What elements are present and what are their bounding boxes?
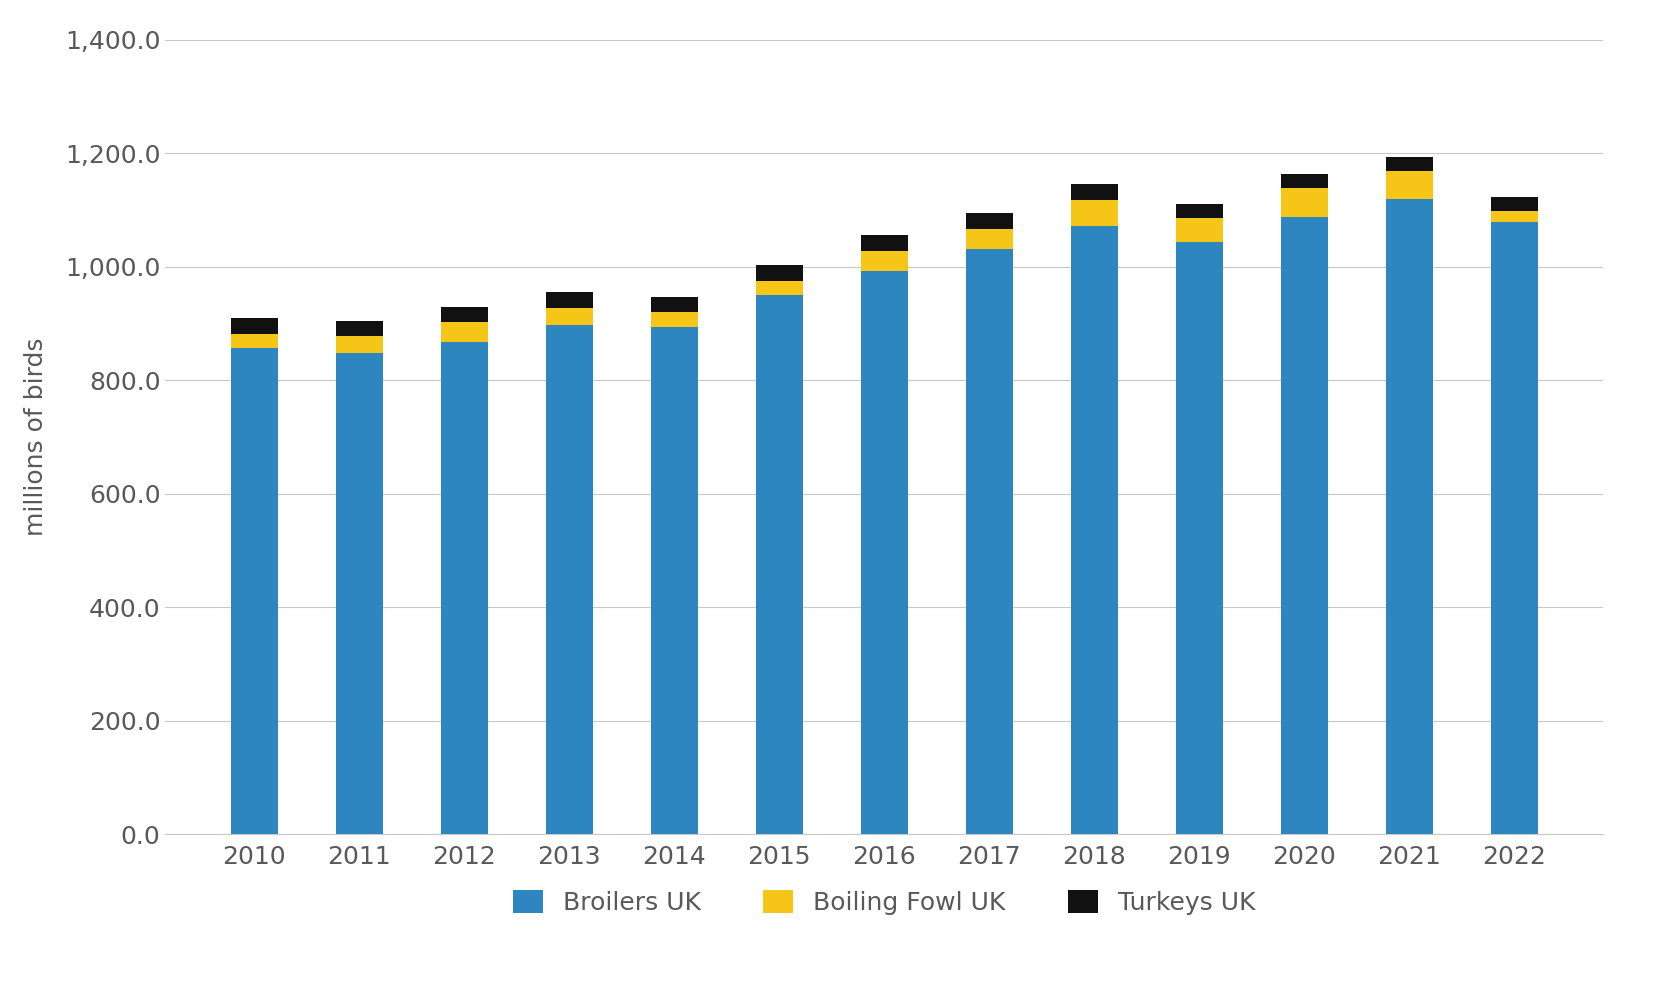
Bar: [231, 318, 278, 334]
Bar: [651, 312, 698, 328]
Bar: [1175, 204, 1223, 218]
Bar: [231, 348, 278, 834]
Bar: [965, 248, 1013, 834]
Bar: [1491, 212, 1537, 222]
Bar: [1491, 222, 1537, 834]
Bar: [336, 336, 383, 353]
Bar: [441, 322, 488, 342]
Legend: Broilers UK, Boiling Fowl UK, Turkeys UK: Broilers UK, Boiling Fowl UK, Turkeys UK: [503, 880, 1266, 924]
Bar: [1071, 201, 1117, 225]
Bar: [1385, 199, 1433, 834]
Bar: [861, 235, 907, 251]
Bar: [1281, 216, 1327, 834]
Bar: [861, 271, 907, 834]
Bar: [1491, 198, 1537, 212]
Bar: [1175, 218, 1223, 242]
Bar: [1281, 189, 1327, 216]
Bar: [545, 325, 593, 834]
Bar: [755, 295, 803, 834]
Bar: [441, 342, 488, 834]
Bar: [1385, 172, 1433, 199]
Bar: [965, 228, 1013, 248]
Bar: [965, 213, 1013, 228]
Bar: [651, 328, 698, 834]
Bar: [545, 308, 593, 325]
Bar: [336, 353, 383, 834]
Bar: [1175, 242, 1223, 834]
Bar: [1281, 174, 1327, 189]
Bar: [861, 251, 907, 271]
Bar: [441, 307, 488, 322]
Bar: [336, 321, 383, 336]
Bar: [231, 334, 278, 348]
Bar: [1071, 225, 1117, 834]
Bar: [1071, 185, 1117, 201]
Bar: [755, 265, 803, 281]
Y-axis label: millions of birds: millions of birds: [25, 338, 48, 536]
Bar: [1385, 157, 1433, 172]
Bar: [755, 281, 803, 295]
Bar: [545, 292, 593, 308]
Bar: [651, 297, 698, 312]
